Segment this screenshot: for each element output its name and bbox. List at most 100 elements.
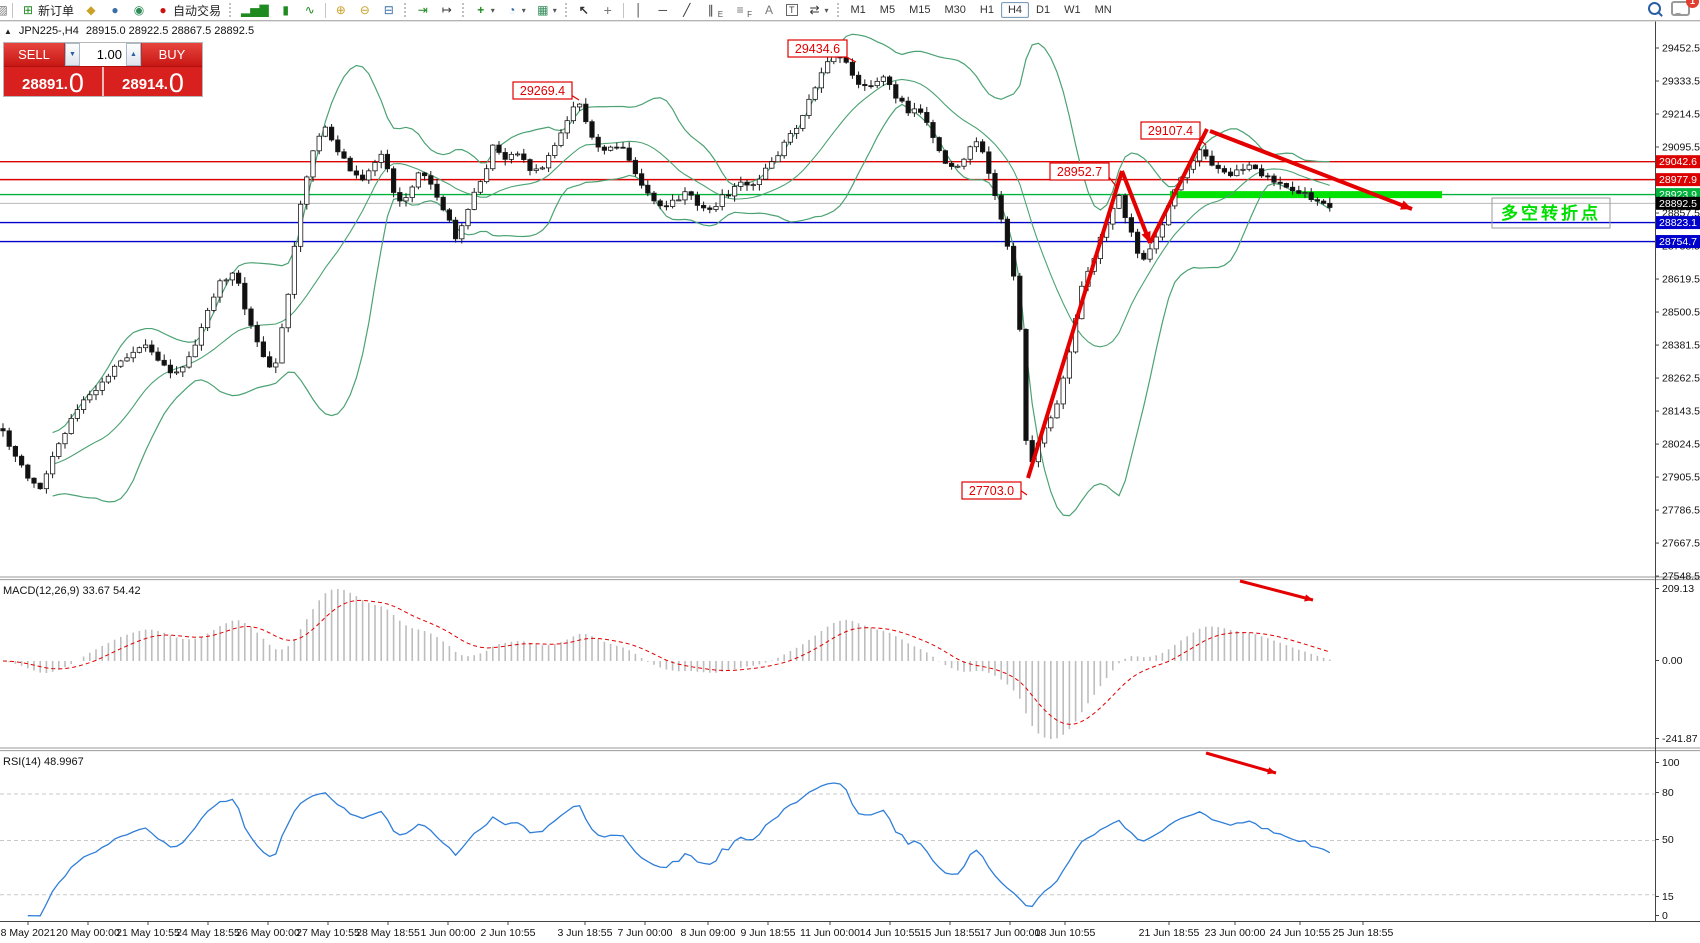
volume-input[interactable] <box>80 43 126 66</box>
price-callout-28952.7[interactable] <box>1049 162 1110 181</box>
buy-button[interactable]: BUY <box>142 43 202 66</box>
price-callout-29434.6[interactable] <box>787 39 848 58</box>
rsi-red-arrow[interactable] <box>1205 751 1277 775</box>
auto-scroll-button[interactable]: ⇥ <box>411 0 435 20</box>
mql-editor-button[interactable]: ◆ <box>79 0 103 20</box>
svg-text:50: 50 <box>1662 834 1674 846</box>
sell-price[interactable]: 28891. 0 <box>4 67 104 97</box>
chat-icon <box>1671 1 1690 16</box>
macd-histogram <box>8 589 1331 739</box>
fibonacci-tool-button[interactable]: ≡ F <box>728 0 757 20</box>
horizontal-line-tool-button[interactable]: ─ <box>651 0 675 20</box>
clock-icon: ◔ <box>508 3 516 17</box>
auto-scroll-icon: ⇥ <box>417 3 428 17</box>
price-line-label-28892.5 <box>1656 196 1700 210</box>
sell-button[interactable]: SELL <box>4 43 64 66</box>
tab-timeframe-h4[interactable]: H4 <box>1000 2 1030 18</box>
collapse-panel-icon[interactable]: ▲ <box>4 26 12 36</box>
bollinger-lower-band[interactable] <box>52 103 1331 517</box>
svg-text:7 Jun 00:00: 7 Jun 00:00 <box>618 927 673 939</box>
tab-timeframe-m5[interactable]: M5 <box>879 4 896 16</box>
macd-signal-line[interactable] <box>2 599 1330 725</box>
svg-text:80: 80 <box>1662 787 1674 799</box>
price-line-label-28823.1 <box>1656 216 1700 230</box>
autotrading-label: 自动交易 <box>173 3 222 18</box>
volume-decrease-button[interactable]: ▼ <box>65 43 80 66</box>
horizontal-line-icon: ─ <box>658 3 668 17</box>
search-button[interactable] <box>1648 2 1661 18</box>
new-order-icon: ⊞ <box>22 3 34 17</box>
crosshair-icon: + <box>603 2 612 18</box>
trendline-tool-button[interactable]: ╱ <box>675 0 699 20</box>
price-callout-29269.4[interactable] <box>512 81 573 100</box>
svg-text:27548.5: 27548.5 <box>1662 571 1700 583</box>
vertical-line-tool-button[interactable]: │ <box>627 0 651 20</box>
bar-chart-icon: ▂▅▇ <box>241 3 269 17</box>
buy-price[interactable]: 28914. 0 <box>104 67 202 97</box>
periods-button[interactable]: ◔ ▾ <box>500 0 531 20</box>
svg-text:209.13: 209.13 <box>1662 583 1694 595</box>
tile-windows-button[interactable]: ⊟ <box>377 0 401 20</box>
toolbar-grip <box>229 3 233 17</box>
text-tool-button[interactable]: A <box>757 0 781 20</box>
tab-timeframe-m15[interactable]: M15 <box>909 4 931 16</box>
tab-timeframe-m1[interactable]: M1 <box>850 4 866 16</box>
indicators-icon: + <box>477 3 485 17</box>
bollinger-middle-band[interactable] <box>52 78 1330 465</box>
svg-text:28977.9: 28977.9 <box>1659 174 1697 186</box>
price-callout-29107.4[interactable] <box>1140 121 1201 140</box>
svg-text:2 Jun 10:55: 2 Jun 10:55 <box>481 927 536 939</box>
trend-arrow-1[interactable] <box>1026 170 1124 479</box>
callout-tail <box>1198 138 1207 146</box>
tile-windows-icon: ⊟ <box>383 3 394 17</box>
zoom-out-button[interactable]: ⊖ <box>353 0 377 20</box>
svg-text:MACD(12,26,9) 33.67 54.42: MACD(12,26,9) 33.67 54.42 <box>3 585 141 597</box>
rsi-line[interactable] <box>27 782 1331 917</box>
svg-text:23 Jun 00:00: 23 Jun 00:00 <box>1205 927 1266 939</box>
tab-timeframe-mn[interactable]: MN <box>1094 4 1112 16</box>
price-callout-27703.0[interactable] <box>961 481 1022 500</box>
macd-red-arrow[interactable] <box>1239 579 1314 602</box>
tab-timeframe-d1[interactable]: D1 <box>1036 4 1051 16</box>
line-chart-mode-button[interactable]: ∿ <box>298 0 322 20</box>
channel-tool-button[interactable]: ∥ E <box>699 0 728 20</box>
crosshair-tool-button[interactable]: + <box>596 0 620 20</box>
svg-text:29269.4: 29269.4 <box>520 84 565 98</box>
trend-arrow-3[interactable] <box>1148 128 1209 244</box>
candlestick-chart-icon: ▮ <box>282 3 290 17</box>
templates-button[interactable]: ▦ ▾ <box>531 0 562 20</box>
tab-timeframe-m30[interactable]: M30 <box>944 4 966 16</box>
trend-arrow-2[interactable] <box>1120 170 1152 244</box>
chat-button[interactable]: 1 <box>1671 0 1699 19</box>
bollinger-upper-band[interactable] <box>52 33 1330 434</box>
annotation-box[interactable] <box>1491 197 1611 229</box>
zoom-in-button[interactable]: ⊕ <box>329 0 353 20</box>
chevron-down-icon: ▾ <box>824 5 829 15</box>
chart-shift-button[interactable]: ↦ <box>435 0 459 20</box>
indicators-button[interactable]: + ▾ <box>469 0 500 20</box>
svg-text:3 Jun 18:55: 3 Jun 18:55 <box>558 927 613 939</box>
svg-text:14 Jun 10:55: 14 Jun 10:55 <box>860 927 921 939</box>
svg-text:-241.87: -241.87 <box>1662 733 1698 745</box>
community-button[interactable]: ● <box>103 0 127 20</box>
volume-increase-button[interactable]: ▲ <box>126 43 141 66</box>
new-order-label: 新订单 <box>38 3 75 18</box>
candlestick-mode-button[interactable]: ▮ <box>274 0 298 20</box>
svg-text:28619.5: 28619.5 <box>1662 274 1700 286</box>
tab-timeframe-h1[interactable]: H1 <box>979 4 994 16</box>
signals-button[interactable]: ◉ <box>127 0 151 20</box>
bar-chart-mode-button[interactable]: ▂▅▇ <box>236 0 274 20</box>
trendline-icon: ╱ <box>683 3 691 17</box>
svg-text:8 May 2021: 8 May 2021 <box>1 927 56 939</box>
arrows-icon: ⇄ <box>809 3 820 17</box>
trend-arrow-4[interactable] <box>1209 129 1413 211</box>
tab-timeframe-w1[interactable]: W1 <box>1064 4 1081 16</box>
new-order-button[interactable]: ⊞ 新订单 <box>16 0 79 20</box>
cursor-icon: ↖ <box>578 3 589 17</box>
cursor-tool-button[interactable]: ↖ <box>572 0 596 20</box>
candlestick-series <box>0 50 1333 494</box>
text-label-tool-button[interactable]: T <box>781 0 803 20</box>
autotrading-button[interactable]: ● 自动交易 <box>151 0 226 20</box>
arrows-tool-button[interactable]: ⇄ ▾ <box>803 0 834 20</box>
